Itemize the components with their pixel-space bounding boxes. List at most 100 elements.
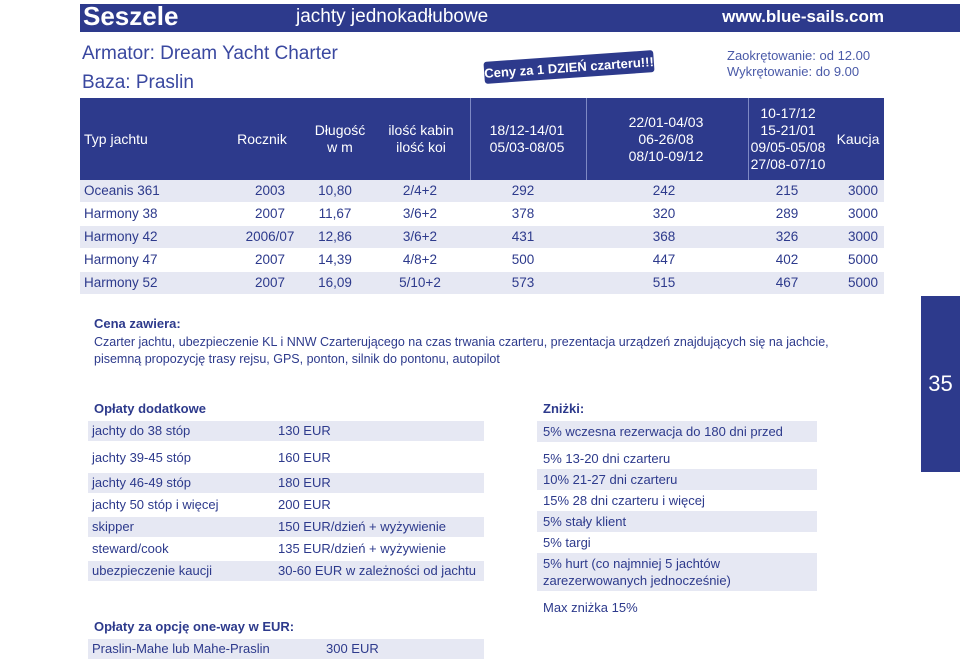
price-table-body: Oceanis 361 2003 10,80 2/4+2 292 242 215 3000 Ha… xyxy=(80,180,884,295)
discount-item: 5% wczesna rezerwacja do 180 dni przed xyxy=(537,421,817,442)
cell-season-1: 431 xyxy=(511,229,535,244)
cell-season-3: 467 xyxy=(775,275,799,290)
cell-deposit: 5000 xyxy=(847,275,878,290)
header-divider xyxy=(748,98,749,180)
base: Baza: Praslin xyxy=(82,72,194,93)
cell-length: 10,80 xyxy=(318,183,352,198)
cell-type: Harmony 38 xyxy=(84,206,158,221)
header-type: Typ jachtu xyxy=(84,130,148,147)
cell-season-1: 378 xyxy=(511,206,535,221)
cell-type: Harmony 42 xyxy=(84,229,158,244)
fee-label: jachty 39-45 stóp xyxy=(92,450,192,465)
cell-season-3: 326 xyxy=(775,229,799,244)
fee-value: 130 EUR xyxy=(278,423,331,438)
table-row: Harmony 38 2007 11,67 3/6+2 378 320 289 3000 xyxy=(80,203,884,225)
cell-season-1: 500 xyxy=(511,252,535,267)
cell-season-2: 515 xyxy=(652,275,676,290)
table-row: Harmony 47 2007 14,39 4/8+2 500 447 402 5000 xyxy=(80,249,884,271)
discounts-title: Zniżki: xyxy=(543,401,585,416)
cell-cabins: 2/4+2 xyxy=(402,183,438,198)
cell-season-1: 292 xyxy=(511,183,535,198)
fee-row: jachty 46-49 stóp 180 EUR xyxy=(88,473,484,493)
header-bar: Seszele jachty jednokadłubowe www.blue-s… xyxy=(80,1,960,32)
cell-season-3: 289 xyxy=(775,206,799,221)
cell-type: Oceanis 361 xyxy=(84,183,160,198)
fee-label: jachty do 38 stóp xyxy=(92,423,191,438)
header-season-1: 18/12-14/01 05/03-08/05 xyxy=(489,122,565,155)
row-divider xyxy=(80,271,884,272)
oneway-title: Opłaty za opcję one-way w EUR: xyxy=(94,619,295,634)
boat-type: jachty jednokadłubowe xyxy=(296,6,489,27)
discount-item: 5% hurt (co najmniej 5 jachtów zarezerwo… xyxy=(537,553,817,591)
fee-label: ubezpieczenie kaucji xyxy=(92,563,212,578)
fee-value: 180 EUR xyxy=(278,475,331,490)
cell-season-2: 242 xyxy=(652,183,676,198)
cell-season-3: 215 xyxy=(775,183,799,198)
header-deposit: Kaucja xyxy=(836,130,880,147)
fees-title: Opłaty dodatkowe xyxy=(94,401,206,416)
price-table: Typ jachtu Rocznik Długość w m ilość kab… xyxy=(80,98,884,295)
fee-value: 150 EUR/dzień + wyżywienie xyxy=(278,519,446,534)
fee-row: ubezpieczenie kaucji 30-60 EUR w zależnoś… xyxy=(88,561,484,581)
price-badge: Ceny za 1 DZIEŃ czarteru!!! xyxy=(483,50,655,84)
fee-label: jachty 46-49 stóp xyxy=(92,475,192,490)
fee-value: 135 EUR/dzień + wyżywienie xyxy=(278,541,446,556)
fee-value: 160 EUR xyxy=(278,450,331,465)
header-divider xyxy=(470,98,471,180)
checkin-info: Zaokrętowanie: od 12.00 Wykrętowanie: do… xyxy=(727,48,870,80)
fee-row: skipper 150 EUR/dzień + wyżywienie xyxy=(88,517,484,537)
cell-season-1: 573 xyxy=(511,275,535,290)
discount-item: 5% 13-20 dni czarteru xyxy=(543,451,671,466)
row-divider xyxy=(80,225,884,226)
discount-item: 5% stały klient xyxy=(537,511,817,532)
cell-cabins: 3/6+2 xyxy=(402,229,438,244)
cell-length: 14,39 xyxy=(318,252,352,267)
cell-year: 2007 xyxy=(254,275,286,290)
fee-row: jachty 39-45 stóp 160 EUR xyxy=(88,448,484,468)
cell-deposit: 3000 xyxy=(847,183,878,198)
oneway-label: Praslin-Mahe lub Mahe-Praslin xyxy=(92,641,270,656)
header-divider xyxy=(586,98,587,180)
cell-season-3: 402 xyxy=(775,252,799,267)
row-divider xyxy=(80,294,884,295)
table-row: Harmony 42 2006/07 12,86 3/6+2 431 368 326 3000 xyxy=(80,226,884,248)
discount-item: 15% 28 dni czarteru i więcej xyxy=(543,493,705,508)
cell-length: 12,86 xyxy=(318,229,352,244)
cell-cabins: 5/10+2 xyxy=(399,275,441,290)
header-season-3: 10-17/12 15-21/01 09/05-05/08 27/08-07/1… xyxy=(750,105,826,172)
header-season-2: 22/01-04/03 06-26/08 08/10-09/12 xyxy=(628,113,704,164)
cell-season-2: 368 xyxy=(652,229,676,244)
cell-year: 2007 xyxy=(254,252,286,267)
cell-season-2: 447 xyxy=(652,252,676,267)
cell-deposit: 3000 xyxy=(847,229,878,244)
includes-title: Cena zawiera: xyxy=(94,316,181,331)
table-row: Oceanis 361 2003 10,80 2/4+2 292 242 215 3000 xyxy=(80,180,884,202)
fee-label: skipper xyxy=(92,519,134,534)
table-row: Harmony 52 2007 16,09 5/10+2 573 515 467 5000 xyxy=(80,272,884,294)
cell-deposit: 5000 xyxy=(847,252,878,267)
fee-label: jachty 50 stóp i więcej xyxy=(92,497,219,512)
cell-cabins: 4/8+2 xyxy=(402,252,438,267)
checkin-time: Zaokrętowanie: od 12.00 xyxy=(727,48,871,63)
country-title: Seszele xyxy=(83,1,179,31)
cell-type: Harmony 52 xyxy=(84,275,158,290)
row-divider xyxy=(80,202,884,203)
cell-year: 2006/07 xyxy=(245,229,295,244)
fee-value: 30-60 EUR w zależności od jachtu xyxy=(278,563,476,578)
discount-item: 10% 21-27 dni czarteru xyxy=(537,469,817,490)
price-table-header: Typ jachtu Rocznik Długość w m ilość kab… xyxy=(80,98,884,180)
row-divider xyxy=(80,248,884,249)
cell-type: Harmony 47 xyxy=(84,252,158,267)
fee-row: steward/cook 135 EUR/dzień + wyżywienie xyxy=(88,539,484,559)
fee-row: jachty do 38 stóp 130 EUR xyxy=(88,421,484,441)
discount-item: 5% targi xyxy=(543,535,591,550)
website-link[interactable]: www.blue-sails.com xyxy=(722,7,884,26)
cell-length: 11,67 xyxy=(318,206,352,221)
header-length: Długość w m xyxy=(314,122,366,155)
fee-row: jachty 50 stóp i więcej 200 EUR xyxy=(88,495,484,515)
cell-year: 2007 xyxy=(254,206,286,221)
oneway-row: Praslin-Mahe lub Mahe-Praslin 300 EUR xyxy=(88,639,484,659)
cell-year: 2003 xyxy=(254,183,286,198)
discount-item: Max zniżka 15% xyxy=(543,600,638,615)
oneway-value: 300 EUR xyxy=(326,641,379,656)
